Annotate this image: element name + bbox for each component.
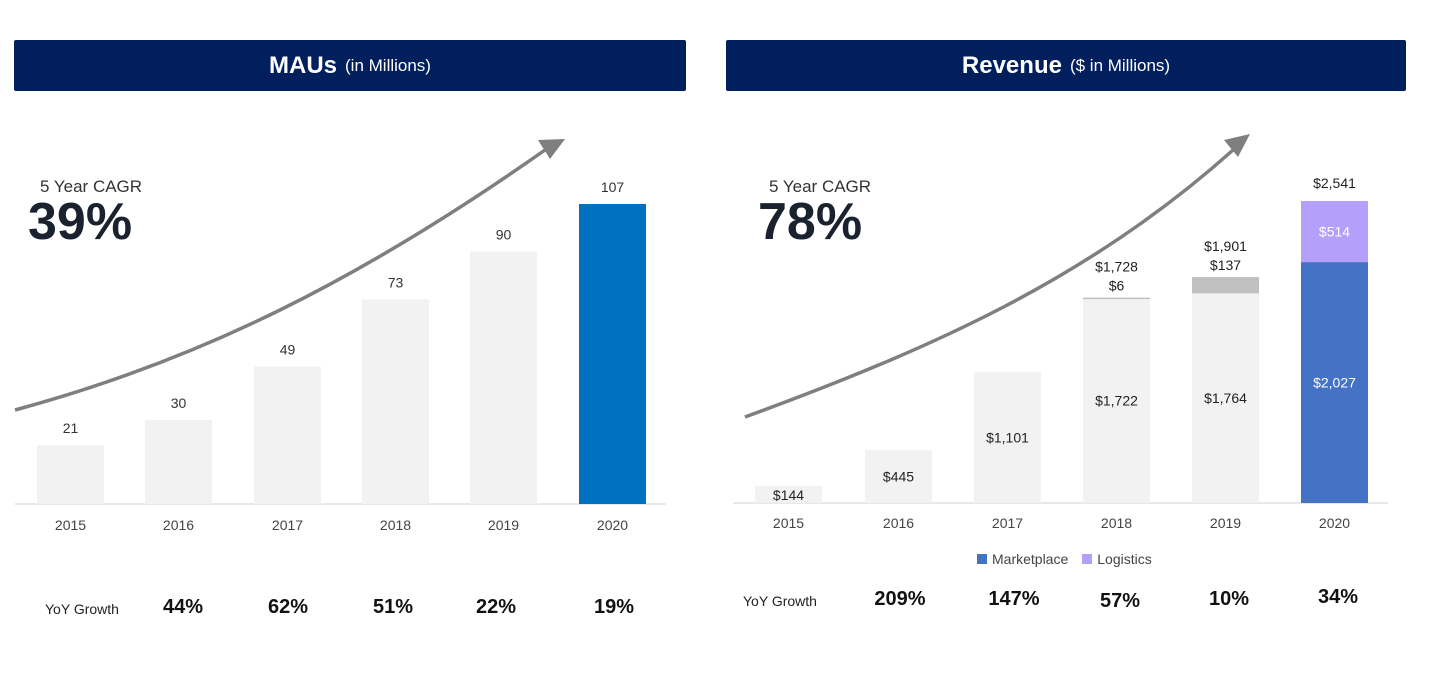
revenue-cagr-value: 78% — [758, 193, 863, 251]
revenue-yoy-2018: 57% — [1099, 590, 1141, 612]
mau-tick-2016: 2016 — [163, 517, 194, 533]
mau-value-label-2018: 73 — [388, 274, 404, 290]
mau-panel: MAUs (in Millions) 21 2015 30 2016 49 2017 73 2… — [14, 40, 686, 618]
revenue-tick-2018: 2018 — [1101, 515, 1132, 531]
revenue-logistics-bar-2020 — [1301, 201, 1368, 263]
mau-value-label-2020: 107 — [601, 179, 625, 195]
mau-tick-2020: 2020 — [597, 517, 628, 533]
mau-growth-arrow-line — [14, 148, 547, 412]
mau-yoy-2019: 22% — [475, 596, 517, 618]
revenue-yoy-label: YoY Growth — [743, 593, 817, 609]
mau-bar-2017 — [254, 366, 321, 504]
revenue-yoy-2020: 34% — [1317, 586, 1359, 608]
revenue-marketplace-label-2016: $445 — [883, 469, 914, 485]
mau-yoy-2016: 44% — [162, 596, 204, 618]
mau-subtitle: (in Millions) — [345, 55, 431, 75]
revenue-marketplace-bar-2017 — [974, 372, 1041, 503]
mau-title: MAUs — [269, 51, 338, 79]
mau-value-label-2015: 21 — [63, 420, 79, 436]
revenue-legend: Marketplace Logistics — [977, 551, 1166, 567]
revenue-marketplace-label-2019: $1,764 — [1204, 390, 1247, 406]
mau-bar-2016 — [145, 419, 212, 504]
revenue-total-label-2020: $2,541 — [1313, 175, 1356, 191]
legend-logistics: Logistics — [1082, 551, 1152, 567]
legend-marketplace-label: Marketplace — [992, 551, 1069, 567]
revenue-panel: Revenue ($ in Millions) $144 2015 $445 2016… — [726, 0, 1456, 689]
mau-yoy-2018: 51% — [372, 596, 414, 618]
mau-bar-2015 — [37, 445, 104, 504]
mau-tick-2018: 2018 — [380, 517, 411, 533]
revenue-total-label-2019: $1,901 — [1204, 238, 1247, 254]
mau-title-banner: MAUs (in Millions) — [14, 40, 686, 91]
revenue-marketplace-label-2015: $144 — [773, 487, 804, 503]
mau-bar-2020 — [579, 204, 646, 504]
mau-tick-2019: 2019 — [488, 517, 519, 533]
mau-yoy-2017: 62% — [267, 596, 309, 618]
legend-logistics-swatch — [1082, 554, 1093, 564]
revenue-growth-arrow-line — [744, 148, 1235, 419]
revenue-tick-2019: 2019 — [1210, 515, 1241, 531]
revenue-marketplace-bar-2015 — [755, 485, 822, 503]
mau-tick-2017: 2017 — [272, 517, 303, 533]
revenue-marketplace-label-2018: $1,722 — [1095, 393, 1138, 409]
mau-bar-chart: 21 2015 30 2016 49 2017 73 2018 90 2019 107 2020 — [14, 139, 666, 533]
revenue-title: Revenue — [961, 51, 1062, 79]
revenue-cagr-label: 5 Year CAGR — [769, 177, 872, 196]
revenue-logistics-bar-2019 — [1192, 277, 1259, 294]
revenue-marketplace-bar-2019 — [1192, 293, 1259, 503]
revenue-marketplace-label-2017: $1,101 — [986, 430, 1029, 446]
legend-marketplace-swatch — [977, 554, 987, 564]
mau-yoy-label: YoY Growth — [45, 601, 119, 617]
mau-growth-arrow-head — [538, 139, 565, 159]
mau-value-label-2016: 30 — [171, 395, 187, 411]
revenue-subtitle: ($ in Millions) — [1069, 55, 1171, 75]
revenue-yoy-2019: 10% — [1208, 588, 1250, 610]
revenue-logistics-label-2020: $514 — [1319, 224, 1350, 240]
revenue-total-label-2018: $1,728 — [1095, 259, 1138, 275]
revenue-stacked-bar-chart: $144 2015 $445 2016 $1,101 2017 $1,722 $6 $1,728… — [733, 134, 1388, 531]
mau-bar-2018 — [362, 299, 429, 504]
revenue-tick-2016: 2016 — [883, 515, 914, 531]
revenue-tick-2015: 2015 — [773, 515, 804, 531]
revenue-logistics-label-2019: $137 — [1210, 257, 1241, 273]
mau-bar-2019 — [470, 251, 537, 504]
revenue-marketplace-bar-2018 — [1083, 298, 1150, 503]
revenue-marketplace-label-2020: $2,027 — [1313, 375, 1356, 391]
revenue-growth-arrow-head — [1224, 134, 1250, 157]
legend-marketplace: Marketplace — [977, 551, 1068, 567]
mau-cagr-value: 39% — [28, 193, 133, 251]
revenue-marketplace-bar-2020 — [1301, 262, 1368, 503]
mau-cagr-label: 5 Year CAGR — [40, 177, 143, 196]
revenue-tick-2020: 2020 — [1319, 515, 1350, 531]
legend-logistics-label: Logistics — [1097, 551, 1152, 567]
mau-yoy-2020: 19% — [593, 596, 635, 618]
revenue-yoy-2016: 209% — [874, 588, 926, 610]
revenue-logistics-label-2018: $6 — [1109, 278, 1125, 294]
revenue-yoy-2017: 147% — [988, 588, 1040, 610]
mau-value-label-2017: 49 — [280, 342, 296, 358]
mau-value-label-2019: 90 — [496, 227, 512, 243]
revenue-title-banner: Revenue ($ in Millions) — [726, 40, 1406, 91]
revenue-tick-2017: 2017 — [992, 515, 1023, 531]
mau-tick-2015: 2015 — [55, 517, 86, 533]
revenue-logistics-bar-2018 — [1083, 297, 1150, 300]
revenue-marketplace-bar-2016 — [865, 450, 932, 503]
